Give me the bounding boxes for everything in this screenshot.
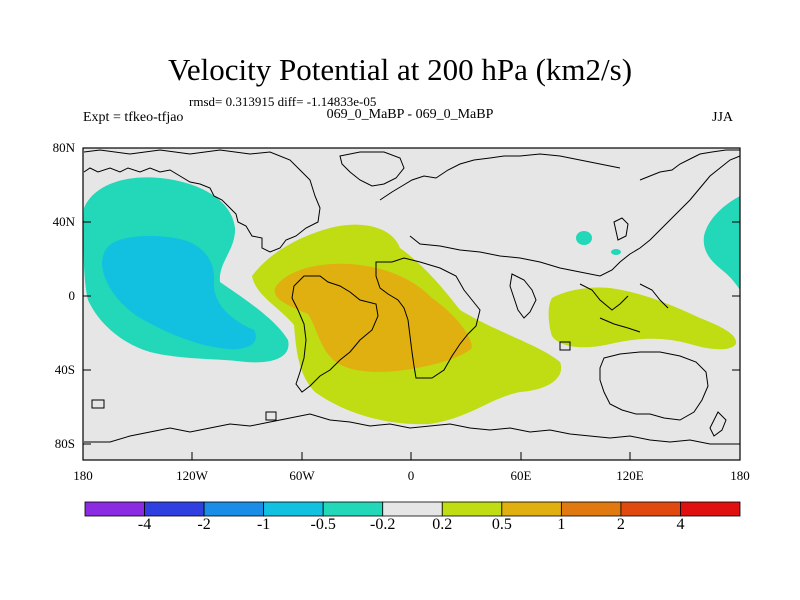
- colorbar-swatch: [382, 501, 443, 517]
- colorbar-swatch: [263, 501, 324, 517]
- coastline-south-america: [291, 275, 379, 393]
- colorbar-swatch: [680, 501, 741, 517]
- ytick-label-40s: 40S: [54, 362, 75, 377]
- coastline-greenland: [339, 151, 405, 187]
- contour-blob-2: [611, 249, 621, 255]
- expt-label: Expt = tfkeo-tfjao: [83, 110, 184, 125]
- xtick-label-120e: 120E: [616, 468, 644, 483]
- colorbar-swatch: [501, 501, 562, 517]
- coastlines: [83, 149, 741, 445]
- coastline-antarctica: [84, 413, 740, 445]
- xtick-label-0: 0: [407, 468, 415, 483]
- colorbar-label: -0.5: [310, 516, 336, 533]
- colorbar-label: 4: [676, 516, 685, 533]
- stats-line: rmsd= 0.313915 diff= -1.14833e-05: [189, 94, 377, 109]
- colorbar-label: 1: [557, 516, 566, 533]
- xtick-label-180e: 180: [730, 468, 750, 483]
- colorbar-swatch: [620, 501, 681, 517]
- coastline-india: [509, 273, 537, 319]
- xtick-label-60e: 60E: [510, 468, 532, 483]
- xtick-label-120w: 120W: [176, 468, 208, 483]
- colorbar-label: -0.2: [370, 516, 396, 533]
- contour-fills: [83, 177, 740, 425]
- comparison-label: 069_0_MaBP - 069_0_MaBP: [326, 107, 494, 122]
- coastline-africa: [375, 257, 481, 379]
- ytick-label-40n: 40N: [52, 214, 75, 229]
- coastline-north-america: [83, 149, 321, 253]
- page-title: Velocity Potential at 200 hPa (km2/s): [167, 52, 633, 87]
- colorbar-swatch: [144, 501, 205, 517]
- colorbar-label: -2: [197, 516, 211, 533]
- coastline-eurasia: [379, 149, 741, 277]
- season-label: JJA: [712, 110, 734, 125]
- coastline-japan: [613, 217, 629, 241]
- contour-pos-east: [548, 287, 737, 350]
- coastline-se-asia: [579, 283, 669, 333]
- colorbar-label: 2: [616, 516, 625, 533]
- colorbar-swatch: [322, 501, 384, 517]
- colorbar-label: -4: [137, 516, 152, 533]
- contour-blob-1: [576, 231, 592, 245]
- contour-pos-05: [274, 263, 472, 372]
- colorbar-label: 0.2: [432, 516, 453, 533]
- coastline-australia: [599, 351, 709, 421]
- colorbar-label: 0.5: [491, 516, 512, 533]
- colorbar-swatch: [560, 501, 622, 517]
- contour-neg-edge: [703, 196, 740, 290]
- contour-neg-05: [102, 236, 256, 350]
- xtick-label-60w: 60W: [289, 468, 315, 483]
- colorbar-label: -1: [256, 516, 271, 533]
- colorbar-swatch: [84, 501, 145, 517]
- axis-ticks: [82, 147, 741, 460]
- ytick-label-0: 0: [68, 288, 76, 303]
- coastline-new-zealand: [709, 411, 727, 437]
- coastline-islands: [91, 341, 571, 421]
- colorbar: [84, 501, 741, 517]
- colorbar-swatch: [441, 501, 503, 517]
- ytick-label-80n: 80N: [52, 140, 75, 155]
- colorbar-swatch: [203, 501, 265, 517]
- ytick-label-80s: 80S: [54, 436, 75, 451]
- xtick-label-180w: 180: [73, 468, 93, 483]
